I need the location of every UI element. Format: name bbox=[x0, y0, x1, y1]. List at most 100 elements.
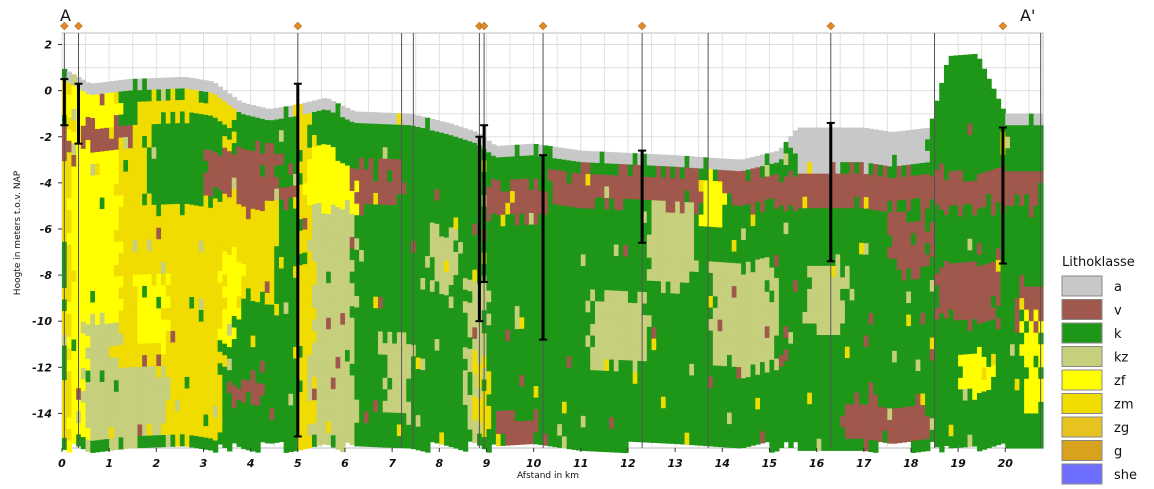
cell-v bbox=[543, 433, 549, 446]
cell-k bbox=[231, 143, 238, 156]
cell-k bbox=[264, 131, 271, 144]
cell-kz bbox=[830, 323, 837, 336]
cell-zm bbox=[151, 204, 157, 217]
cell-zf bbox=[90, 244, 96, 257]
cell-k bbox=[354, 388, 360, 401]
cell-kz bbox=[118, 333, 124, 346]
cell-k bbox=[632, 222, 638, 235]
cell-zm bbox=[123, 194, 129, 207]
cell-k bbox=[429, 360, 436, 374]
cell-k bbox=[392, 136, 398, 149]
cell-k bbox=[604, 267, 610, 280]
cell-k bbox=[510, 237, 516, 250]
cell-v bbox=[764, 326, 771, 339]
cell-k bbox=[745, 423, 752, 436]
cell-k bbox=[217, 132, 223, 145]
cell-kz bbox=[311, 238, 318, 251]
cell-k bbox=[505, 168, 511, 181]
cell-v bbox=[396, 170, 403, 183]
cell-kz bbox=[472, 338, 478, 351]
cell-zm bbox=[113, 265, 120, 278]
cell-k bbox=[693, 398, 700, 411]
cell-k bbox=[316, 122, 322, 135]
cell-kz bbox=[326, 433, 332, 446]
cell-v bbox=[651, 177, 657, 190]
cell-k bbox=[448, 400, 455, 413]
cell-k bbox=[594, 243, 601, 256]
cell-kz bbox=[472, 384, 478, 398]
cell-k bbox=[821, 392, 827, 405]
cell-zf bbox=[227, 312, 233, 325]
cell-zm bbox=[194, 378, 200, 391]
cell-k bbox=[217, 144, 223, 157]
cell-k bbox=[128, 102, 134, 115]
cell-a bbox=[415, 115, 422, 128]
cell-k bbox=[684, 409, 690, 422]
cell-zf bbox=[109, 173, 115, 186]
cell-kz bbox=[344, 292, 351, 305]
cell-k bbox=[382, 124, 389, 137]
cell-zm bbox=[208, 104, 214, 117]
cell-k bbox=[646, 419, 653, 432]
cell-zf bbox=[71, 131, 77, 145]
cell-zm bbox=[184, 399, 190, 413]
cell-zf bbox=[95, 313, 101, 326]
cell-kz bbox=[311, 284, 318, 298]
cell-zf bbox=[104, 231, 110, 244]
cell-k bbox=[797, 415, 804, 428]
cell-a bbox=[165, 77, 172, 90]
cell-kz bbox=[316, 352, 322, 366]
cell-k bbox=[557, 331, 563, 345]
cell-kz bbox=[637, 291, 643, 304]
cell-kz bbox=[613, 325, 620, 338]
cell-k bbox=[882, 373, 888, 386]
cell-k bbox=[448, 331, 455, 344]
cell-k bbox=[854, 335, 860, 348]
cell-zm bbox=[156, 250, 162, 263]
cell-k bbox=[406, 159, 412, 172]
cell-k bbox=[528, 293, 535, 306]
cell-k bbox=[826, 219, 832, 232]
cell-zm bbox=[189, 320, 195, 333]
cell-k bbox=[769, 244, 775, 257]
cell-zm bbox=[260, 234, 266, 247]
cell-zf bbox=[330, 170, 337, 183]
cell-k bbox=[118, 437, 124, 450]
cell-zm bbox=[128, 159, 134, 172]
cell-k bbox=[524, 282, 530, 295]
cell-v bbox=[698, 191, 705, 204]
cell-kz bbox=[741, 343, 747, 356]
cell-k bbox=[458, 253, 464, 266]
cell-k bbox=[689, 421, 695, 434]
cell-kz bbox=[161, 411, 167, 425]
cell-k bbox=[882, 338, 888, 351]
cell-k bbox=[877, 360, 884, 373]
cell-zf bbox=[146, 297, 153, 310]
cell-k bbox=[415, 299, 422, 312]
cell-zf bbox=[80, 160, 87, 173]
cell-zf bbox=[156, 285, 162, 298]
cell-kz bbox=[335, 414, 341, 427]
cell-k bbox=[745, 250, 752, 263]
cell-kz bbox=[514, 317, 521, 330]
cell-v bbox=[524, 432, 530, 445]
cell-k bbox=[519, 294, 525, 307]
cell-k bbox=[354, 261, 360, 274]
cell-k bbox=[783, 418, 789, 431]
cell-kz bbox=[774, 324, 780, 337]
cell-k bbox=[269, 431, 275, 444]
cell-zm bbox=[189, 239, 195, 252]
cell-zm bbox=[175, 434, 181, 447]
cell-kz bbox=[113, 437, 120, 451]
cell-v bbox=[495, 422, 502, 435]
cell-k bbox=[269, 419, 275, 433]
cell-k bbox=[444, 352, 450, 366]
cell-kz bbox=[637, 326, 643, 339]
cell-kz bbox=[750, 352, 756, 366]
cell-k bbox=[255, 117, 261, 130]
cell-zf bbox=[85, 151, 91, 164]
cell-kz bbox=[750, 341, 756, 354]
cell-k bbox=[425, 417, 431, 430]
cell-k bbox=[396, 263, 403, 276]
cell-v bbox=[877, 429, 884, 443]
